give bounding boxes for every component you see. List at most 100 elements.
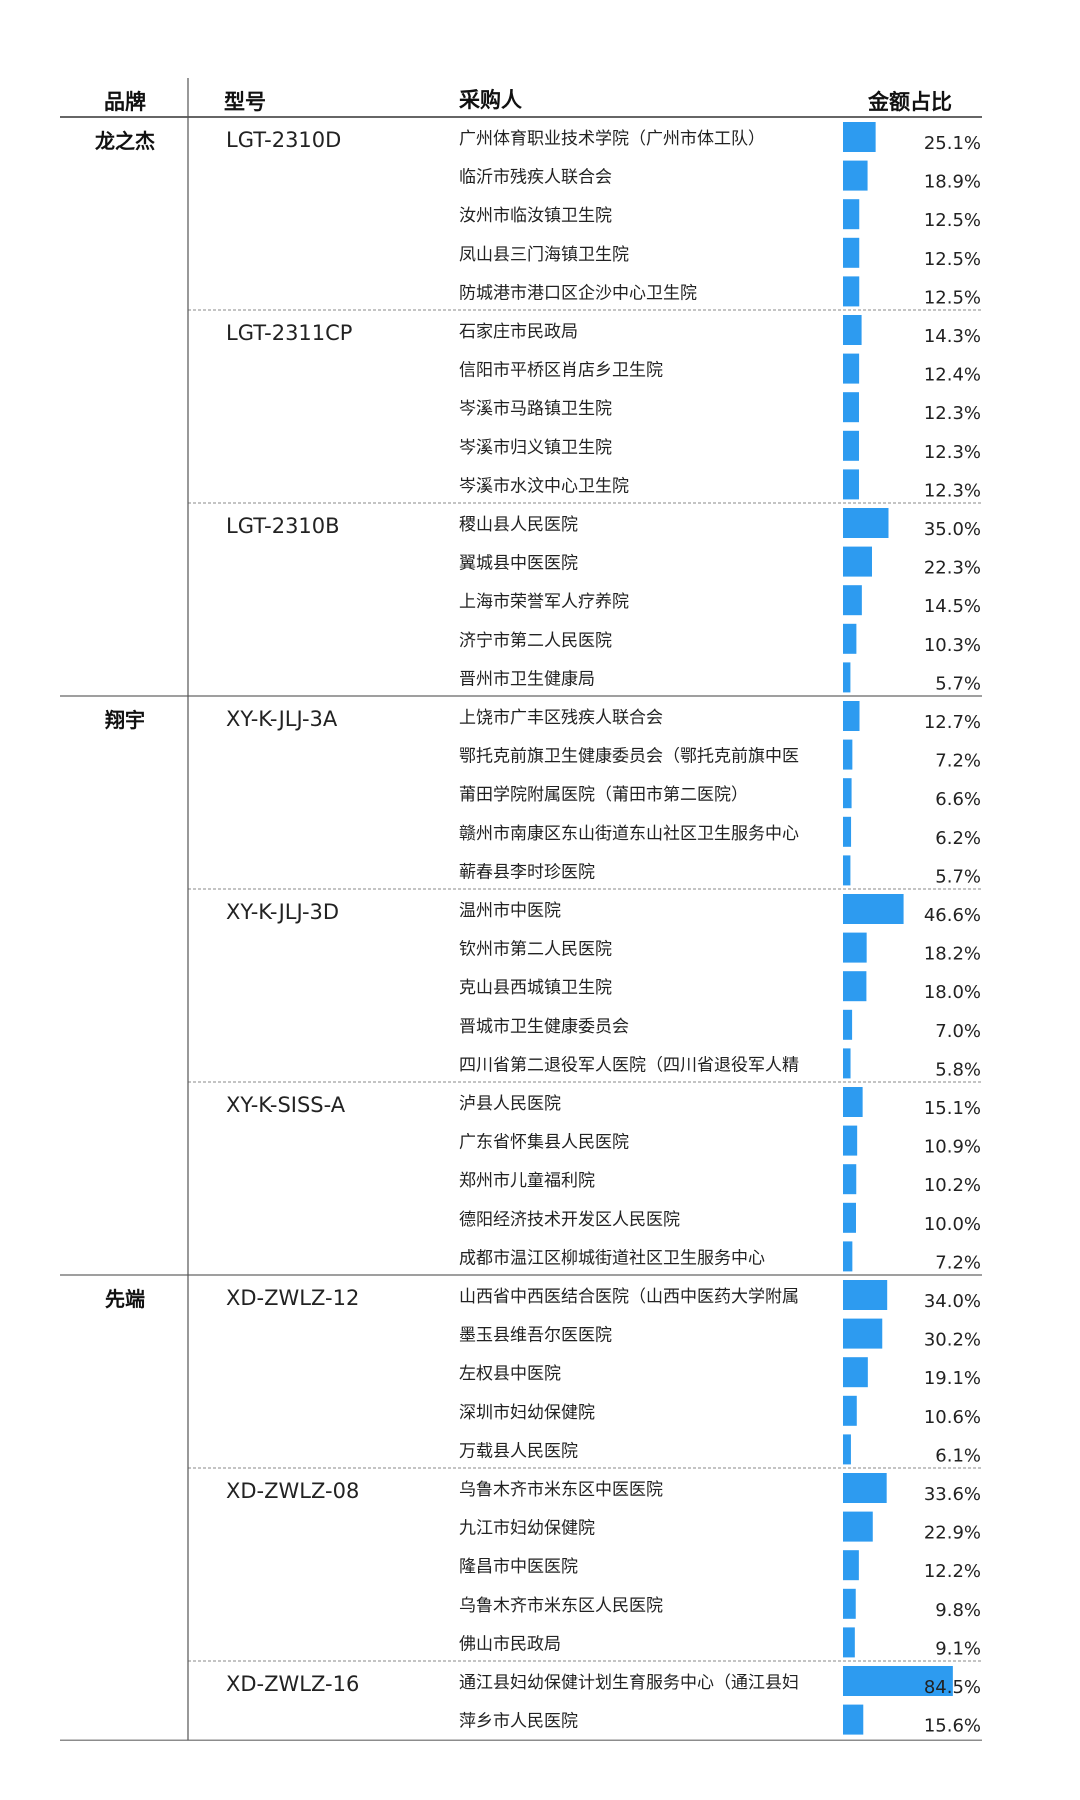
buyer-name: 赣州市南康区东山街道东山社区卫生服务中心: [459, 824, 799, 844]
share-bar: [843, 778, 852, 809]
buyer-name: 莆田学院附属医院（莆田市第二医院）: [459, 785, 748, 805]
model-label: XY-K-JLJ-3D: [226, 900, 339, 924]
share-value: 19.1%: [924, 1368, 981, 1389]
table-row: 泸县人民医院 15.1%: [459, 1087, 981, 1119]
share-bar: [843, 430, 859, 461]
share-bar: [843, 662, 851, 693]
table-row: 广州体育职业技术学院（广州市体工队） 25.1%: [459, 122, 981, 154]
buyer-name: 乌鲁木齐市米东区人民医院: [459, 1596, 663, 1616]
share-value: 12.5%: [924, 287, 981, 308]
model-label: LGT-2310D: [226, 128, 341, 152]
buyer-name: 隆昌市中医医院: [459, 1557, 578, 1577]
table-row: 万载县人民医院 6.1%: [459, 1434, 981, 1466]
share-value: 9.8%: [935, 1600, 981, 1621]
buyer-name: 鄂托克前旗卫生健康委员会（鄂托克前旗中医: [459, 747, 799, 767]
share-value: 7.0%: [935, 1021, 981, 1042]
table-row: 成都市温江区柳城街道社区卫生服务中心 7.2%: [459, 1241, 981, 1273]
share-value: 12.5%: [924, 249, 981, 270]
share-value: 18.9%: [924, 172, 981, 193]
share-bar: [843, 971, 867, 1002]
share-bar: [843, 392, 859, 423]
share-value: 12.3%: [924, 480, 981, 501]
table-row: 岑溪市水汶中心卫生院 12.3%: [459, 469, 981, 501]
share-value: 34.0%: [924, 1291, 981, 1312]
buyer-name: 佛山市民政局: [459, 1634, 561, 1654]
table-row: 岑溪市马路镇卫生院 12.3%: [459, 392, 981, 424]
share-bar: [843, 160, 868, 191]
share-bar: [843, 237, 860, 268]
buyer-name: 晋城市卫生健康委员会: [459, 1017, 629, 1037]
table-row: 郑州市儿童福利院 10.2%: [459, 1164, 981, 1196]
table-row: 晋州市卫生健康局 5.7%: [459, 662, 981, 694]
table-row: 凤山县三门海镇卫生院 12.5%: [459, 237, 981, 270]
share-bar: [843, 1202, 856, 1233]
share-value: 12.7%: [924, 712, 981, 733]
share-bar: [843, 855, 851, 886]
share-value: 14.3%: [924, 326, 981, 347]
share-value: 7.2%: [935, 751, 981, 772]
share-value: 10.6%: [924, 1407, 981, 1428]
share-value: 15.6%: [924, 1716, 981, 1737]
share-bar: [843, 1241, 853, 1272]
share-value: 14.5%: [924, 596, 981, 617]
model-label: XD-ZWLZ-08: [226, 1479, 359, 1503]
table-row: 佛山市民政局 9.1%: [459, 1627, 981, 1659]
share-bar: [843, 1588, 856, 1619]
table-row: 防城港市港口区企沙中心卫生院 12.5%: [459, 276, 981, 308]
buyer-name: 临沂市残疾人联合会: [459, 168, 612, 188]
share-bar: [843, 122, 876, 152]
buyer-name: 郑州市儿童福利院: [459, 1171, 595, 1191]
share-value: 5.7%: [935, 866, 981, 887]
buyer-name: 钦州市第二人民医院: [459, 940, 612, 960]
model-label: XD-ZWLZ-12: [226, 1286, 359, 1310]
buyer-name: 晋州市卫生健康局: [459, 669, 595, 689]
share-bar: [843, 739, 853, 770]
table-row: 晋城市卫生健康委员会 7.0%: [459, 1009, 981, 1042]
table-row: 乌鲁木齐市米东区中医医院 33.6%: [459, 1473, 981, 1505]
buyer-name: 岑溪市水汶中心卫生院: [459, 476, 629, 496]
share-bar: [843, 1087, 863, 1117]
share-value: 12.3%: [924, 403, 981, 424]
header-model: 型号: [224, 90, 266, 114]
table-row: 九江市妇幼保健院 22.9%: [459, 1511, 981, 1544]
share-bar: [843, 585, 862, 616]
share-value: 10.3%: [924, 635, 981, 656]
brand-label: 龙之杰: [95, 129, 155, 153]
brand-label: 翔宇: [104, 708, 145, 732]
share-value: 35.0%: [924, 519, 981, 540]
buyer-name: 上海市荣誉军人疗养院: [459, 592, 629, 612]
header-buyer: 采购人: [459, 88, 522, 112]
share-value: 12.3%: [924, 442, 981, 463]
table-row: 广东省怀集县人民医院 10.9%: [459, 1125, 981, 1158]
buyer-name: 广东省怀集县人民医院: [459, 1133, 629, 1153]
buyer-name: 乌鲁木齐市米东区中医医院: [459, 1480, 663, 1500]
share-value: 10.2%: [924, 1175, 981, 1196]
buyer-name: 萍乡市人民医院: [459, 1712, 578, 1732]
buyer-name: 翼城县中医医院: [459, 554, 578, 574]
share-value: 6.1%: [935, 1445, 981, 1466]
share-bar: [843, 469, 859, 500]
share-value: 22.9%: [924, 1523, 981, 1544]
table-row: 乌鲁木齐市米东区人民医院 9.8%: [459, 1588, 981, 1621]
share-value: 12.2%: [924, 1561, 981, 1582]
share-bar: [843, 1511, 873, 1542]
table-row: 济宁市第二人民医院 10.3%: [459, 623, 981, 656]
share-value: 84.5%: [924, 1677, 981, 1698]
table-row: 莆田学院附属医院（莆田市第二医院） 6.6%: [459, 778, 981, 810]
share-value: 18.0%: [924, 982, 981, 1003]
table-row: 克山县西城镇卫生院 18.0%: [459, 971, 981, 1003]
buyer-name: 墨玉县维吾尔医医院: [459, 1326, 612, 1346]
share-bar: [843, 1125, 858, 1156]
table-row: 鄂托克前旗卫生健康委员会（鄂托克前旗中医 7.2%: [459, 739, 981, 772]
table-row: 石家庄市民政局 14.3%: [459, 315, 981, 347]
model-label: LGT-2311CP: [226, 321, 352, 345]
share-value: 10.0%: [924, 1214, 981, 1235]
share-bar: [843, 1357, 868, 1388]
share-bar: [843, 894, 904, 924]
share-value: 6.2%: [935, 828, 981, 849]
share-value: 9.1%: [935, 1638, 981, 1659]
table-row: 墨玉县维吾尔医医院 30.2%: [459, 1318, 981, 1351]
table-row: 蕲春县李时珍医院 5.7%: [459, 855, 981, 887]
share-bar: [843, 315, 862, 345]
